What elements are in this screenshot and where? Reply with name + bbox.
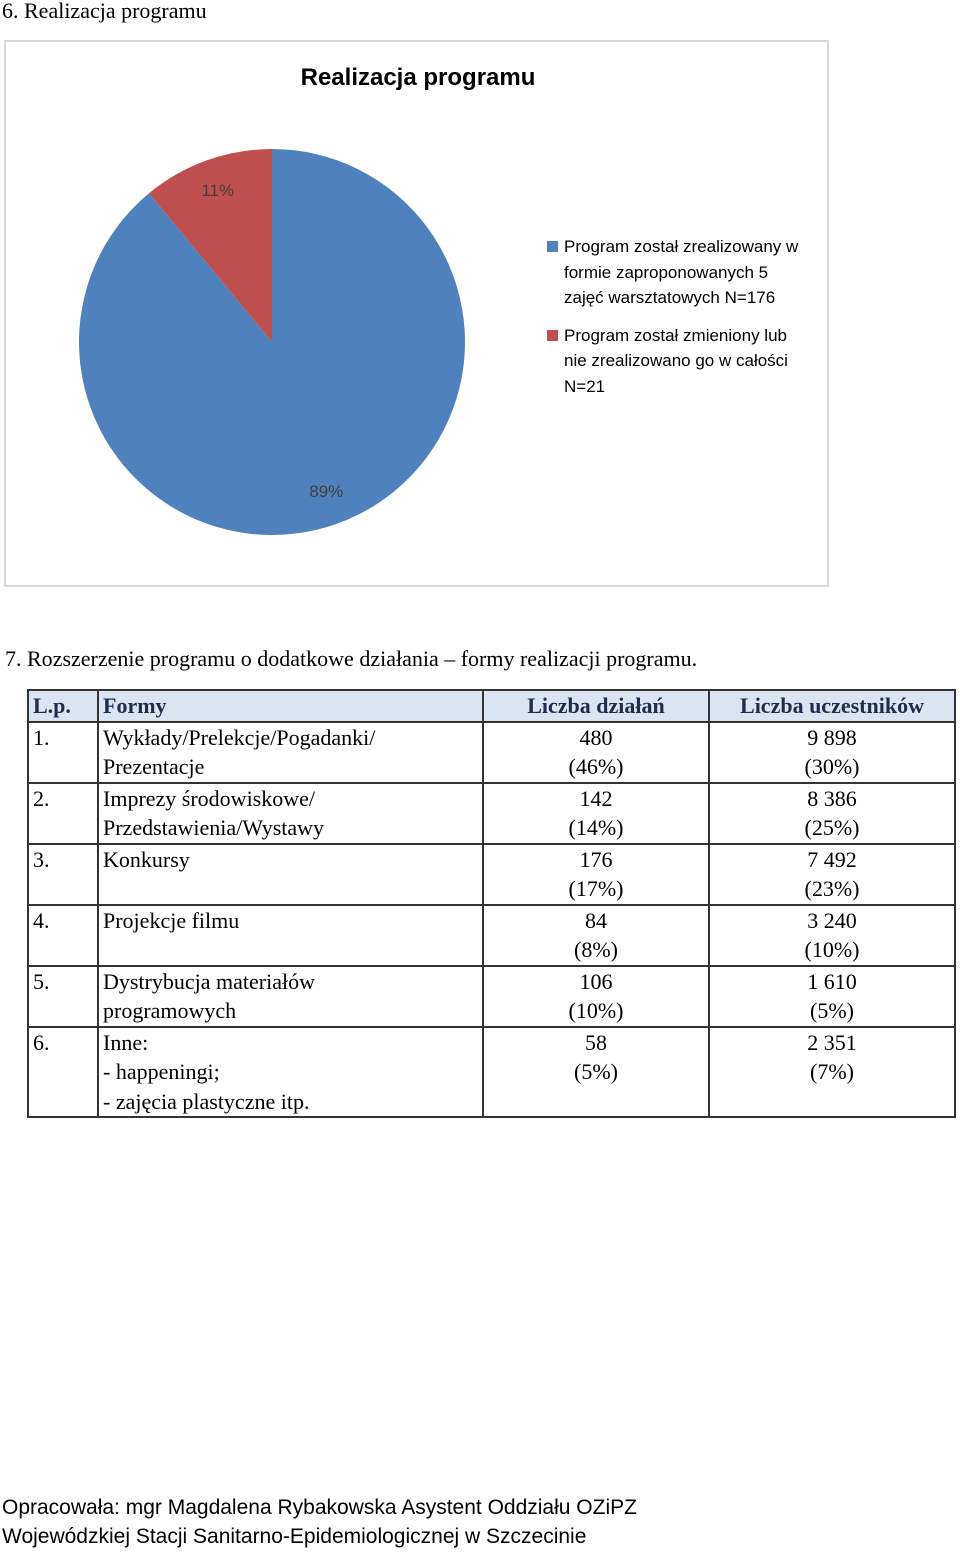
count: 9 898 (807, 724, 857, 750)
legend-swatch (547, 241, 558, 252)
table: L.p. Formy Liczba działań Liczba uczestnikó… (27, 689, 956, 1118)
form-line: Przedstawienia/Wystawy (103, 815, 325, 840)
count: 3 240 (807, 907, 857, 933)
percent: (46%) (568, 754, 624, 779)
percent: (10%) (568, 998, 624, 1023)
cell-participants: 1 610 (5%) (708, 964, 956, 1028)
data-label: 11% (201, 181, 234, 200)
count: 2 351 (807, 1029, 857, 1055)
cell-count: 106 (10%) (482, 964, 710, 1028)
cell-count: 84 (8%) (482, 903, 710, 967)
legend-label: Program został zmieniony lub nie zrealiz… (564, 325, 788, 396)
percent: (5%) (574, 1059, 618, 1084)
percent: (8%) (574, 937, 618, 962)
cell-lp: 2. (27, 781, 99, 845)
form-line: Konkursy (103, 846, 190, 872)
percent: (17%) (568, 876, 624, 901)
cell-count: 58 (5%) (482, 1025, 710, 1118)
cell-form: Wykłady/Prelekcje/Pogadanki/Prezentacje (97, 720, 484, 784)
cell-form: Projekcje filmu (97, 903, 484, 967)
table-row: 3. Konkursy 176 (17%) 7 492 (23%) (27, 842, 956, 906)
count: 58 (585, 1029, 607, 1055)
data-label: 89% (309, 482, 343, 501)
legend-entry: Program został zmieniony lub nie zrealiz… (547, 323, 807, 400)
form-line: - zajęcia plastyczne itp. (103, 1088, 310, 1114)
table-body: 1. Wykłady/Prelekcje/Pogadanki/Prezentacj… (27, 720, 956, 1118)
count: 480 (579, 724, 613, 750)
header-row: L.p. Formy Liczba działań Liczba uczestnikó… (27, 689, 956, 723)
chart-title: Realizacja programu (301, 64, 536, 91)
pie-slice (78, 149, 465, 535)
cell-form: Inne: - happeningi; - zajęcia plastyczne i… (97, 1025, 484, 1118)
header-cell: Liczba działań (482, 689, 710, 723)
cell-lp: 6. (27, 1025, 99, 1118)
percent: (30%) (804, 754, 860, 779)
form-line: Dystrybucja materiałów (103, 968, 315, 994)
cell-lp: 5. (27, 964, 99, 1028)
percent: (14%) (568, 815, 624, 840)
chart: Realizacja programu 89% 11% Program zosta… (4, 40, 829, 587)
percent: (10%) (804, 937, 860, 962)
legend-entry: Program został zrealizowany w formie zap… (547, 234, 807, 311)
header-cell: L.p. (27, 689, 99, 723)
form-line: Wykłady/Prelekcje/Pogadanki/ (103, 724, 376, 750)
cell-count: 142 (14%) (482, 781, 710, 845)
form-line: Prezentacje (103, 754, 205, 779)
heading: 6. Realizacja programu (2, 0, 207, 23)
cell-lp: 1. (27, 720, 99, 784)
form-line: - happeningi; (103, 1059, 220, 1084)
cell-count: 480 (46%) (482, 720, 710, 784)
table-row: 6. Inne: - happeningi; - zajęcia plastyczne… (27, 1025, 956, 1118)
pie-slice (148, 149, 272, 342)
cell-participants: 9 898 (30%) (708, 720, 956, 784)
cell-participants: 7 492 (23%) (708, 842, 956, 906)
cell-participants: 2 351 (7%) (708, 1025, 956, 1118)
count: 84 (585, 907, 607, 933)
table-row: 2. Imprezy środowiskowe/Przedstawienia/Wy… (27, 781, 956, 845)
count: 1 610 (807, 968, 857, 994)
legend-swatch (547, 329, 558, 341)
form-line: Inne: (103, 1029, 149, 1055)
cell-lp: 3. (27, 842, 99, 906)
table-row: 4. Projekcje filmu 84 (8%) 3 240 (10%) (27, 903, 956, 967)
header-cell: Formy (97, 689, 484, 723)
cell-participants: 8 386 (25%) (708, 781, 956, 845)
form-line: Projekcje filmu (103, 907, 240, 933)
count: 8 386 (807, 785, 857, 811)
heading: 7. Rozszerzenie programu o dodatkowe dzi… (5, 646, 698, 671)
count: 142 (579, 785, 613, 811)
percent: (25%) (804, 815, 860, 840)
table-row: 1. Wykłady/Prelekcje/Pogadanki/Prezentacj… (27, 720, 956, 784)
percent: (23%) (804, 876, 860, 901)
cell-form: Dystrybucja materiałów programowych (97, 964, 484, 1028)
legend: Program został zrealizowany w formie zap… (547, 234, 807, 411)
footer-line: Opracowała: mgr Magdalena Rybakowska Asy… (2, 1496, 637, 1519)
cell-form: Konkursy (97, 842, 484, 906)
table-row: 5. Dystrybucja materiałów programowych 106 (… (27, 964, 956, 1028)
cell-count: 176 (17%) (482, 842, 710, 906)
cell-participants: 3 240 (10%) (708, 903, 956, 967)
pie-chart: Realizacja programu 89% 11% (78, 64, 536, 535)
cell-lp: 4. (27, 903, 99, 967)
legend-label: Program został zrealizowany w formie zap… (564, 237, 799, 307)
percent: (5%) (810, 998, 854, 1023)
cell-form: Imprezy środowiskowe/Przedstawienia/Wyst… (97, 781, 484, 845)
count: 176 (579, 846, 613, 872)
form-line: Imprezy środowiskowe/ (103, 785, 316, 811)
count: 7 492 (807, 846, 857, 872)
footer-line: Wojewódzkiej Stacji Sanitarno-Epidemiolo… (2, 1525, 587, 1548)
percent: (7%) (810, 1059, 854, 1084)
form-line: programowych (103, 998, 237, 1023)
header-cell: Liczba uczestników (708, 689, 956, 723)
count: 106 (579, 968, 613, 994)
